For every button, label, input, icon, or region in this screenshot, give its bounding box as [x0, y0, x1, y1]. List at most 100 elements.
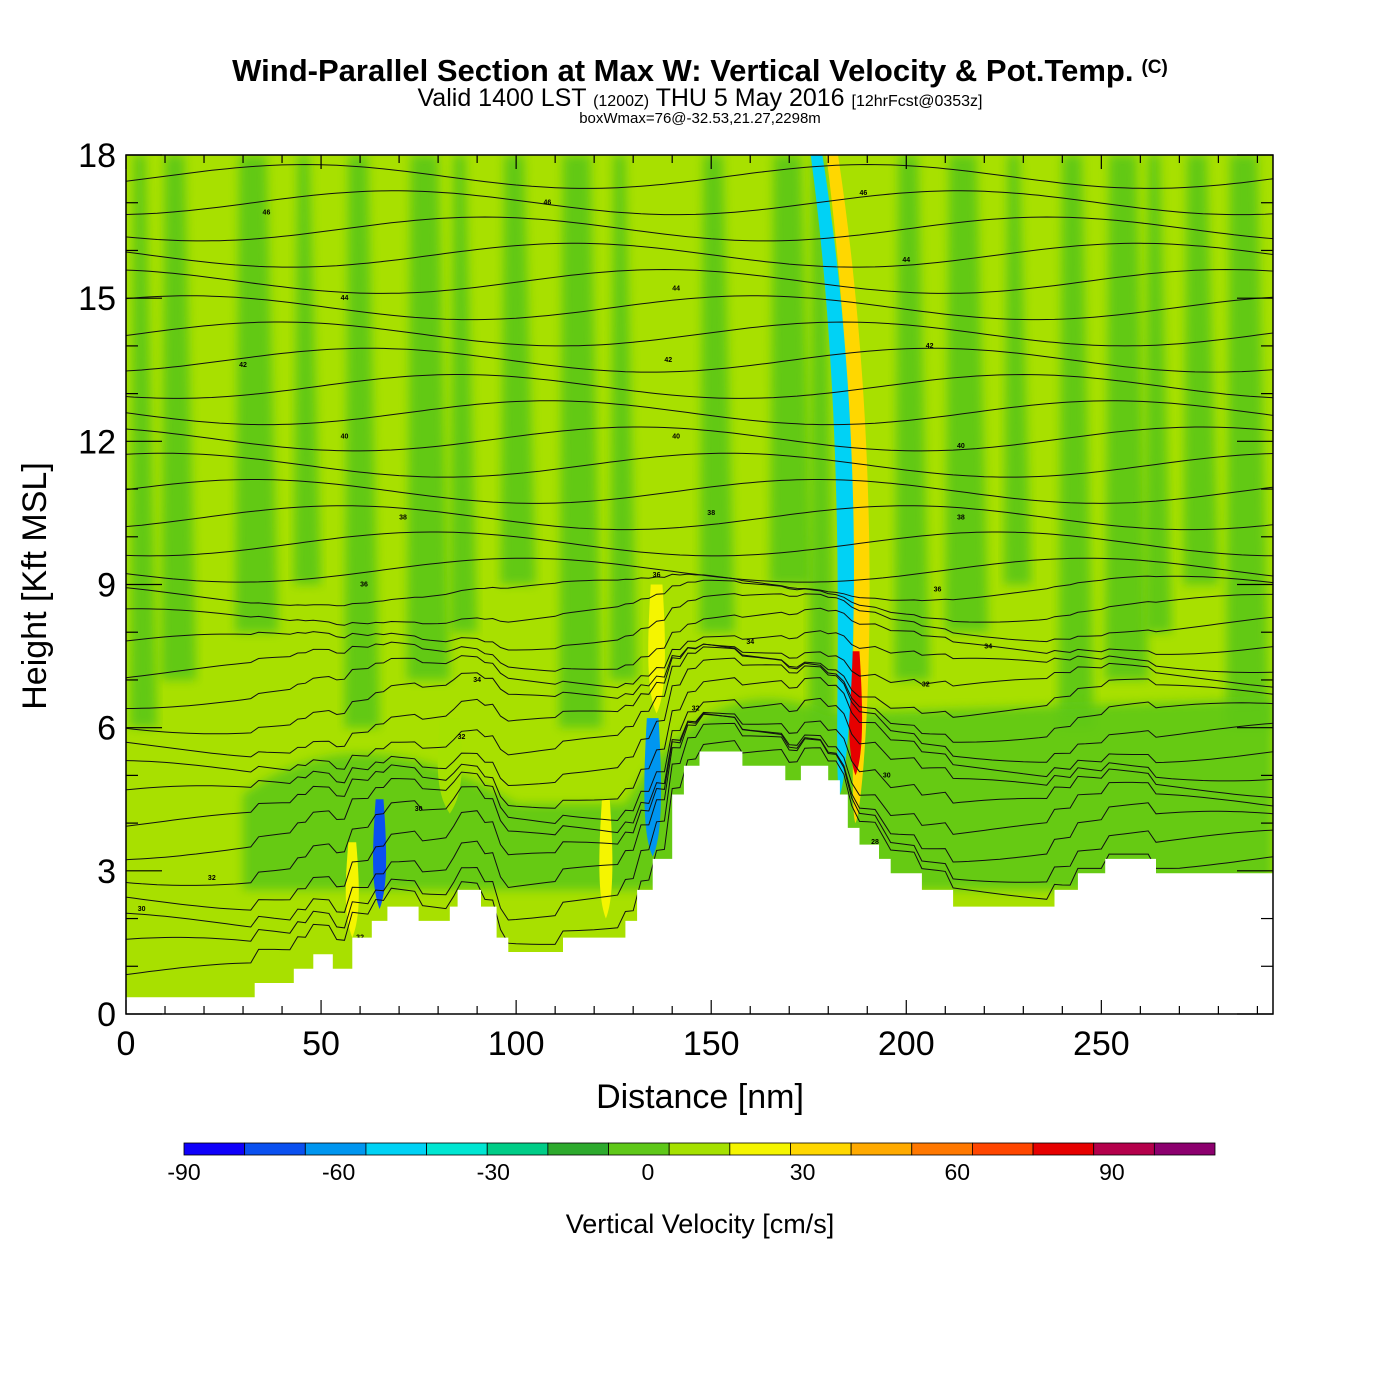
- colorbar-swatch: [1153, 1142, 1216, 1156]
- theta-contour-label: 38: [399, 515, 407, 522]
- theta-contour-line: [126, 268, 1273, 294]
- theta-contour-label: 32: [922, 682, 930, 689]
- x-tick-labels: 0 50 100 150 200 250: [117, 1025, 1130, 1063]
- colorbar-swatch: [304, 1142, 367, 1156]
- theta-contour-line: [126, 242, 1273, 268]
- theta-contour-line: [126, 712, 1273, 911]
- theta-contour-label: 42: [926, 343, 934, 350]
- theta-contour-line: [126, 607, 1273, 679]
- theta-contour-line: [126, 713, 1273, 928]
- downdraft-streak: [769, 155, 813, 585]
- theta-contour-label: 32: [208, 875, 216, 882]
- colorbar-swatch: [365, 1142, 427, 1156]
- y-tick-label: 0: [97, 996, 116, 1034]
- theta-contour-label: 34: [746, 639, 754, 646]
- theta-contour-label: 34: [473, 677, 481, 684]
- theta-contour-line: [126, 531, 1273, 557]
- valid-time: Valid 1400 LST: [417, 84, 587, 112]
- colorbar-tick-label: 30: [790, 1159, 816, 1185]
- theta-contour-label: 36: [653, 572, 661, 579]
- downdraft-streak: [500, 155, 536, 585]
- theta-contour-label: 46: [859, 190, 867, 197]
- theta-contour-line: [126, 711, 1273, 886]
- theta-contour-line: [126, 579, 1273, 626]
- theta-contour-label: 38: [707, 510, 715, 517]
- colorbar-swatch: [850, 1142, 913, 1156]
- colorbar-tick-label: 60: [944, 1159, 970, 1185]
- y-tick-label: 6: [97, 710, 116, 748]
- colorbar-swatch: [608, 1142, 670, 1156]
- copyright-mark: (C): [1141, 57, 1168, 78]
- downdraft-streak: [894, 155, 930, 680]
- theta-contour-line: [126, 216, 1273, 242]
- downdraft-streak: [1144, 155, 1172, 633]
- colorbar-swatch: [729, 1142, 791, 1156]
- colorbar-label: Vertical Velocity [cm/s]: [566, 1209, 835, 1239]
- colorbar-swatch: [183, 1142, 246, 1156]
- colorbar-tick-label: 0: [642, 1159, 655, 1185]
- y-tick-label: 9: [97, 567, 116, 605]
- theta-contour-line: [126, 643, 1273, 735]
- x-tick-label: 100: [488, 1025, 545, 1063]
- colorbar-swatch: [1032, 1142, 1095, 1156]
- theta-contour-line: [126, 677, 1273, 827]
- downdraft-streak: [945, 155, 989, 633]
- forecast-info: [12hrFcst@0353z]: [851, 93, 983, 110]
- colorbar-swatch: [547, 1142, 609, 1156]
- theta-contour-line: [126, 163, 1273, 189]
- theta-contour-label: 42: [239, 362, 247, 369]
- theta-contour-line: [126, 557, 1273, 583]
- y-tick-label: 12: [78, 423, 116, 461]
- theta-contour-line: [126, 295, 1273, 321]
- colorbar-swatch: [790, 1142, 852, 1156]
- downdraft-cell: [810, 155, 854, 795]
- theta-contour-line: [126, 479, 1273, 504]
- theta-contour-label: 42: [664, 357, 672, 364]
- x-tick-label: 200: [878, 1025, 935, 1063]
- valid-date: THU 5 May 2016: [655, 84, 845, 112]
- downdraft-streak: [161, 155, 197, 680]
- theta-contour-label: 44: [341, 295, 349, 302]
- downdraft-streak: [1105, 155, 1149, 680]
- downdraft-streak: [406, 155, 450, 680]
- y-tick-labels: 0 3 6 9 12 15 18: [78, 137, 116, 1034]
- colorbar-tick-label: -90: [167, 1159, 200, 1185]
- downdraft-streak: [699, 155, 735, 633]
- theta-contours: 30 32 32 30 32 34 36 38 40 42 44 46 46 32 34 36 38 40 42 44…: [126, 163, 1273, 976]
- downdraft-streak: [1058, 155, 1094, 728]
- theta-contour-label: 36: [934, 586, 942, 593]
- valid-utc: (1200Z): [593, 93, 650, 110]
- theta-contour-line: [126, 400, 1273, 426]
- downdraft-streak: [344, 155, 380, 728]
- x-tick-label: 150: [683, 1025, 740, 1063]
- theta-contour-label: 32: [692, 706, 700, 713]
- colorbar-swatch: [426, 1142, 488, 1156]
- theta-contour-line: [126, 646, 1273, 773]
- theta-contour-line: [126, 593, 1273, 651]
- updraft-cell: [599, 799, 613, 919]
- theta-contour-line: [126, 722, 1273, 942]
- downdraft-streak: [1183, 155, 1219, 585]
- plot-area: 30 32 32 30 32 34 36 38 40 42 44 46 46 32 34 36 38 40 42 44…: [126, 155, 1273, 1014]
- x-tick-label: 0: [117, 1025, 136, 1063]
- y-tick-label: 18: [78, 137, 116, 175]
- colorbar: [183, 1142, 1216, 1156]
- colorbar-swatch: [1093, 1142, 1155, 1156]
- theta-contour-line: [126, 452, 1273, 478]
- theta-contour-label: 44: [672, 286, 680, 293]
- theta-contour-line: [126, 426, 1273, 452]
- colorbar-tick-label: 90: [1099, 1159, 1125, 1185]
- x-tick-label: 250: [1073, 1025, 1130, 1063]
- y-axis-label: Height [Kft MSL]: [16, 462, 54, 710]
- theta-contour-label: 46: [543, 200, 551, 207]
- theta-contour-label: 46: [263, 209, 271, 216]
- y-tick-label: 3: [97, 853, 116, 891]
- theta-contour-label: 30: [138, 906, 146, 913]
- y-tick-label: 15: [78, 280, 116, 318]
- colorbar-tick-label: -30: [477, 1159, 510, 1185]
- chart-subtitle: Valid 1400 LST (1200Z) THU 5 May 2016 [1…: [0, 84, 1400, 116]
- downdraft-cell: [373, 799, 387, 910]
- x-tick-label: 50: [302, 1025, 340, 1063]
- colorbar-swatch: [911, 1142, 973, 1156]
